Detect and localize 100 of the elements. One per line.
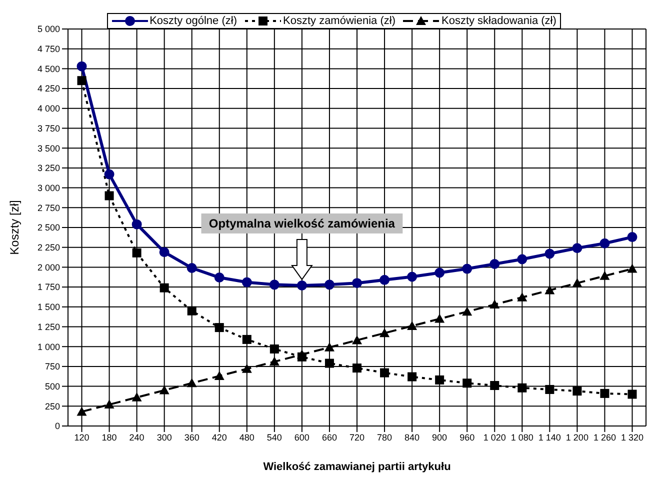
y-tick-label: 2 750 [37, 202, 60, 213]
point [132, 248, 142, 258]
point [214, 272, 224, 283]
point [296, 280, 307, 290]
x-tick-label: 420 [212, 432, 227, 442]
point [462, 378, 472, 388]
x-tick-label: 720 [349, 432, 365, 442]
y-axis-title: Koszty [zł] [7, 200, 22, 255]
point [544, 248, 555, 259]
point [270, 344, 279, 354]
y-tick-label: 4 250 [37, 84, 60, 94]
point [104, 169, 114, 180]
point [380, 328, 390, 338]
y-tick-label: 250 [44, 401, 60, 412]
point [352, 364, 362, 373]
x-tick-label: 240 [129, 432, 144, 442]
point [186, 262, 197, 273]
point [408, 372, 417, 382]
legend-label: Koszty ogólne (zł) [150, 15, 237, 27]
legend-label: Koszty składowania (zł) [441, 15, 556, 27]
point [242, 364, 252, 373]
point [214, 323, 224, 332]
point [572, 278, 582, 288]
y-tick-label: 2 000 [37, 262, 60, 272]
y-tick-label: 750 [44, 362, 60, 372]
y-tick-label: 1 500 [37, 302, 60, 312]
point [518, 383, 527, 392]
annotation: Optymalna wielkość zamówienia [208, 216, 396, 230]
x-axis-title: Wielkość zamawianej partii artykułu [263, 461, 451, 473]
y-tick-label: 1 000 [37, 342, 60, 352]
point [435, 375, 444, 384]
point [242, 277, 252, 288]
y-tick-label: 1 250 [37, 322, 60, 332]
y-tick-label: 3 500 [37, 143, 60, 154]
point [462, 306, 472, 316]
point [434, 314, 445, 323]
point [104, 400, 114, 409]
x-tick-label: 360 [184, 432, 200, 442]
point [600, 238, 610, 248]
x-tick-label: 1 080 [510, 432, 534, 442]
y-tick-label: 3 000 [37, 182, 60, 193]
y-tick-label: 2 500 [37, 222, 60, 233]
y-tick-label: 500 [44, 381, 60, 392]
point [627, 232, 638, 242]
y-tick-label: 4 000 [37, 104, 60, 114]
point [352, 335, 362, 344]
x-tick-label: 900 [432, 432, 448, 442]
point [77, 76, 86, 86]
point [380, 274, 390, 285]
point [434, 268, 445, 278]
point [324, 358, 334, 368]
point [269, 356, 280, 366]
point [490, 300, 500, 309]
point [104, 191, 114, 200]
point [517, 292, 528, 302]
legend-label: Koszty zamówienia (zł) [283, 15, 396, 27]
point [159, 247, 170, 258]
y-tick-label: 4 500 [37, 64, 60, 74]
point [627, 264, 638, 273]
point [159, 385, 170, 394]
x-tick-label: 1 140 [538, 432, 561, 442]
point [187, 306, 196, 316]
y-tick-label: 3 750 [37, 123, 60, 134]
point [517, 254, 528, 264]
point [132, 392, 142, 402]
point [269, 280, 280, 290]
point [545, 384, 554, 394]
x-tick-label: 1 260 [593, 432, 616, 442]
x-tick-label: 480 [239, 432, 254, 442]
point [186, 378, 197, 388]
x-tick-label: 1 020 [483, 432, 506, 442]
y-tick-label: 2 250 [37, 242, 60, 253]
x-tick-label: 1 200 [566, 432, 588, 442]
point [76, 61, 87, 72]
x-tick-label: 840 [404, 432, 420, 442]
point [572, 243, 582, 254]
point [544, 285, 555, 294]
y-tick-label: 3 250 [37, 163, 60, 174]
point [352, 278, 362, 288]
x-tick-label: 660 [322, 432, 337, 442]
point [572, 386, 582, 396]
point [324, 342, 334, 352]
point [214, 370, 224, 380]
point [132, 219, 142, 230]
point [407, 272, 418, 282]
point [490, 259, 500, 270]
point [490, 381, 500, 390]
x-tick-label: 300 [156, 432, 172, 442]
x-tick-label: 600 [294, 432, 310, 442]
point [76, 406, 87, 416]
point [324, 280, 334, 290]
x-tick-label: 780 [377, 432, 392, 442]
point [407, 320, 418, 330]
point [462, 264, 472, 274]
point [242, 334, 252, 344]
x-tick-label: 120 [74, 432, 90, 442]
y-tick-label: 1 750 [37, 282, 60, 292]
point [600, 270, 610, 280]
x-tick-label: 540 [266, 432, 282, 442]
y-tick-label: 5 000 [37, 24, 60, 34]
